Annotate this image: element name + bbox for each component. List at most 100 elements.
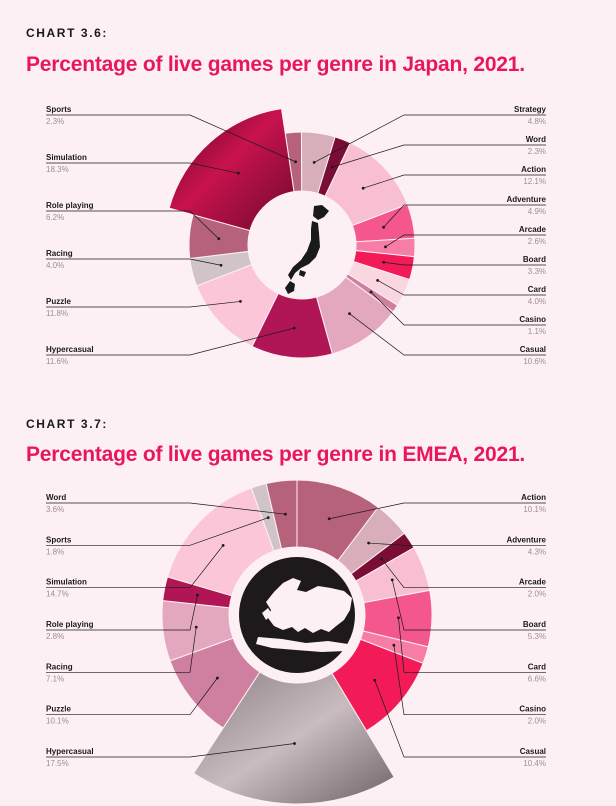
legend-label-casino: Casino — [519, 705, 546, 714]
legend-label-sports: Sports — [46, 105, 72, 114]
chart-number-label: CHART 3.7: — [26, 417, 109, 431]
leader-dot-puzzle — [239, 300, 242, 303]
leader-line-puzzle — [46, 301, 241, 308]
legend-label-word: Word — [46, 493, 66, 502]
legend-label-role-playing: Role playing — [46, 201, 94, 210]
leader-line-hypercasual — [46, 327, 295, 356]
legend-label-puzzle: Puzzle — [46, 705, 71, 714]
leader-dot-action — [361, 186, 365, 190]
leader-dot-simulation — [237, 171, 240, 175]
legend-value-casual: 10.6% — [523, 357, 546, 366]
leader-line-hypercasual — [46, 743, 295, 758]
leader-line-arcade — [381, 558, 546, 589]
leader-line-puzzle — [46, 677, 218, 716]
leader-line-role-playing — [46, 595, 198, 631]
legend-label-action: Action — [521, 493, 546, 502]
leader-line-word — [332, 144, 546, 168]
legend-label-board: Board — [523, 620, 546, 629]
leader-dot-hypercasual — [292, 326, 296, 330]
legend-value-simulation: 18.3% — [46, 165, 69, 174]
leader-dot-casino — [369, 290, 373, 294]
legend-label-card: Card — [528, 285, 546, 294]
leader-dot-action — [327, 517, 331, 521]
emea-genre-donut-chart: Action 10.1% Adventure 4.3% Arcade 2.0% Board 5… — [46, 480, 547, 805]
leader-dot-board — [382, 260, 386, 264]
leader-line-sports — [46, 517, 269, 546]
leader-dot-role-playing — [217, 237, 221, 241]
legend-label-sports: Sports — [46, 535, 72, 544]
legend-label-adventure: Adventure — [506, 195, 546, 204]
leader-dot-arcade — [380, 557, 383, 561]
leader-dot-casual — [348, 312, 351, 316]
legend-value-hypercasual: 11.6% — [46, 357, 68, 366]
leader-dot-arcade — [384, 245, 387, 249]
leader-dot-sports — [294, 160, 297, 164]
legend-label-simulation: Simulation — [46, 153, 87, 162]
legend-label-word: Word — [526, 135, 546, 144]
legend-value-role-playing: 6.2% — [46, 213, 64, 222]
leader-line-card — [377, 280, 546, 296]
leader-dot-word — [330, 165, 334, 169]
leader-line-racing — [46, 627, 197, 673]
legend-value-board: 5.3% — [528, 632, 546, 641]
leader-dot-card — [397, 616, 400, 620]
legend-value-adventure: 4.9% — [528, 207, 546, 216]
leader-dot-simulation — [221, 543, 225, 547]
japan-genre-donut-chart: Strategy 4.8% Word 2.3% Action 12.1% Adventure… — [46, 105, 547, 366]
legend-value-casual: 10.4% — [523, 759, 546, 768]
chart-title: Percentage of live games per genre in EM… — [26, 443, 526, 466]
leader-dot-card — [376, 278, 380, 282]
leader-line-casual — [374, 680, 546, 758]
leader-line-strategy — [314, 114, 546, 163]
leader-dot-board — [390, 578, 394, 582]
legend-label-simulation: Simulation — [46, 578, 87, 587]
leader-line-adventure — [368, 542, 546, 546]
legend-label-puzzle: Puzzle — [46, 297, 71, 306]
legend-value-card: 4.0% — [528, 297, 546, 306]
leader-line-card — [398, 617, 546, 673]
legend-value-word: 2.3% — [528, 147, 546, 156]
leader-dot-word — [283, 512, 287, 516]
leader-dot-racing — [219, 263, 223, 267]
legend-value-simulation: 14.7% — [46, 590, 69, 599]
leader-dot-sports — [266, 516, 270, 520]
leader-line-racing — [46, 258, 222, 266]
leader-dot-casino — [392, 643, 396, 647]
legend-value-sports: 2.3% — [46, 117, 64, 126]
legend-label-racing: Racing — [46, 249, 73, 258]
legend-value-word: 3.6% — [46, 505, 64, 514]
chart-title: Percentage of live games per genre in Ja… — [26, 53, 525, 76]
legend-value-role-playing: 2.8% — [46, 632, 64, 641]
leader-line-simulation — [46, 545, 224, 589]
legend-label-strategy: Strategy — [514, 105, 547, 114]
donut-center — [248, 191, 356, 299]
legend-label-casual: Casual — [520, 345, 546, 354]
legend-label-role-playing: Role playing — [46, 620, 94, 629]
leader-line-arcade — [385, 234, 546, 248]
legend-value-action: 10.1% — [523, 505, 546, 514]
leader-line-simulation — [46, 162, 239, 174]
leader-line-word — [46, 502, 286, 515]
legend-label-casual: Casual — [520, 747, 546, 756]
legend-label-card: Card — [528, 662, 546, 671]
leader-dot-casual — [373, 678, 377, 682]
leader-dot-strategy — [312, 160, 316, 164]
leader-line-board — [391, 579, 546, 631]
legend-value-puzzle: 10.1% — [46, 717, 69, 726]
legend-value-hypercasual: 17.5% — [46, 759, 69, 768]
leader-line-action — [363, 174, 546, 189]
legend-value-arcade: 2.0% — [528, 590, 546, 599]
leader-line-role-playing — [46, 210, 219, 239]
legend-value-casino: 2.0% — [528, 717, 546, 726]
legend-label-arcade: Arcade — [519, 578, 547, 587]
leader-dot-adventure — [367, 541, 370, 545]
legend-value-racing: 4.0% — [46, 261, 64, 270]
legend-value-racing: 7.1% — [46, 674, 64, 683]
leader-line-casual — [349, 313, 546, 356]
legend-label-racing: Racing — [46, 662, 73, 671]
legend-label-action: Action — [521, 165, 546, 174]
legend-label-adventure: Adventure — [506, 535, 546, 544]
chart-number-label: CHART 3.6: — [26, 26, 109, 40]
leader-dot-role-playing — [196, 593, 199, 597]
leader-dot-adventure — [382, 225, 386, 229]
